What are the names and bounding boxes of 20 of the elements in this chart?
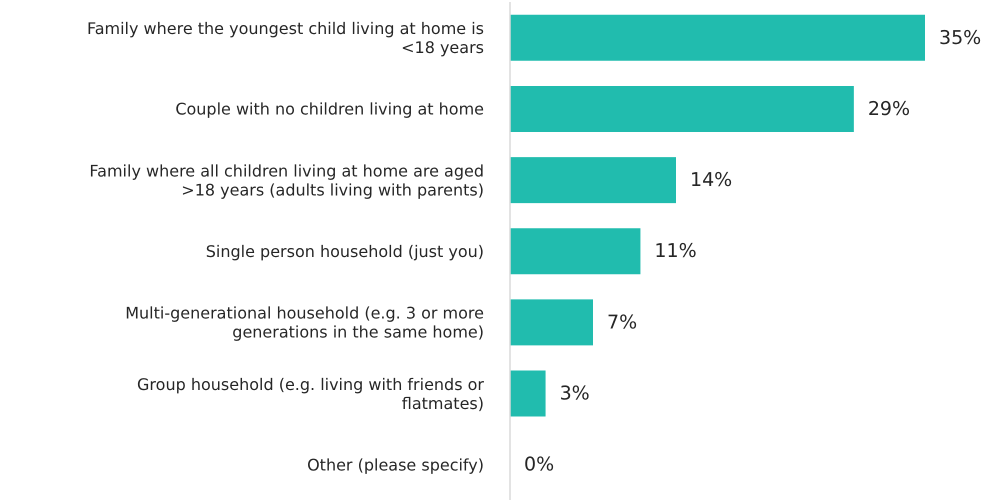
bar	[510, 370, 546, 417]
y-tick-label: Single person household (just you)	[206, 242, 484, 260]
data-label: 35%	[939, 26, 982, 49]
y-tick-label: Group household (e.g. living with friends or flatmates)	[137, 374, 484, 412]
data-label: 7%	[607, 311, 638, 334]
data-label: 0%	[524, 454, 554, 476]
bar	[510, 157, 676, 204]
y-tick-label: Multi-generational household (e.g. 3 or more generations in the same home)	[125, 303, 484, 342]
y-tick-label: Other (please specify)	[307, 454, 484, 474]
y-tick-label: Family where the youngest child living at home is <18 years	[86, 18, 484, 57]
bar	[510, 86, 854, 132]
bar	[510, 299, 593, 346]
data-label: 29%	[868, 98, 910, 120]
bar	[510, 14, 925, 61]
y-tick-label: Family where all children living at home are aged >18 years (adults living with parents)	[89, 160, 484, 199]
data-label: 11%	[654, 240, 697, 262]
data-label: 14%	[690, 169, 732, 192]
bar	[510, 228, 640, 274]
data-label: 3%	[560, 382, 590, 405]
y-tick-label: Couple with no children living at home	[175, 99, 484, 118]
